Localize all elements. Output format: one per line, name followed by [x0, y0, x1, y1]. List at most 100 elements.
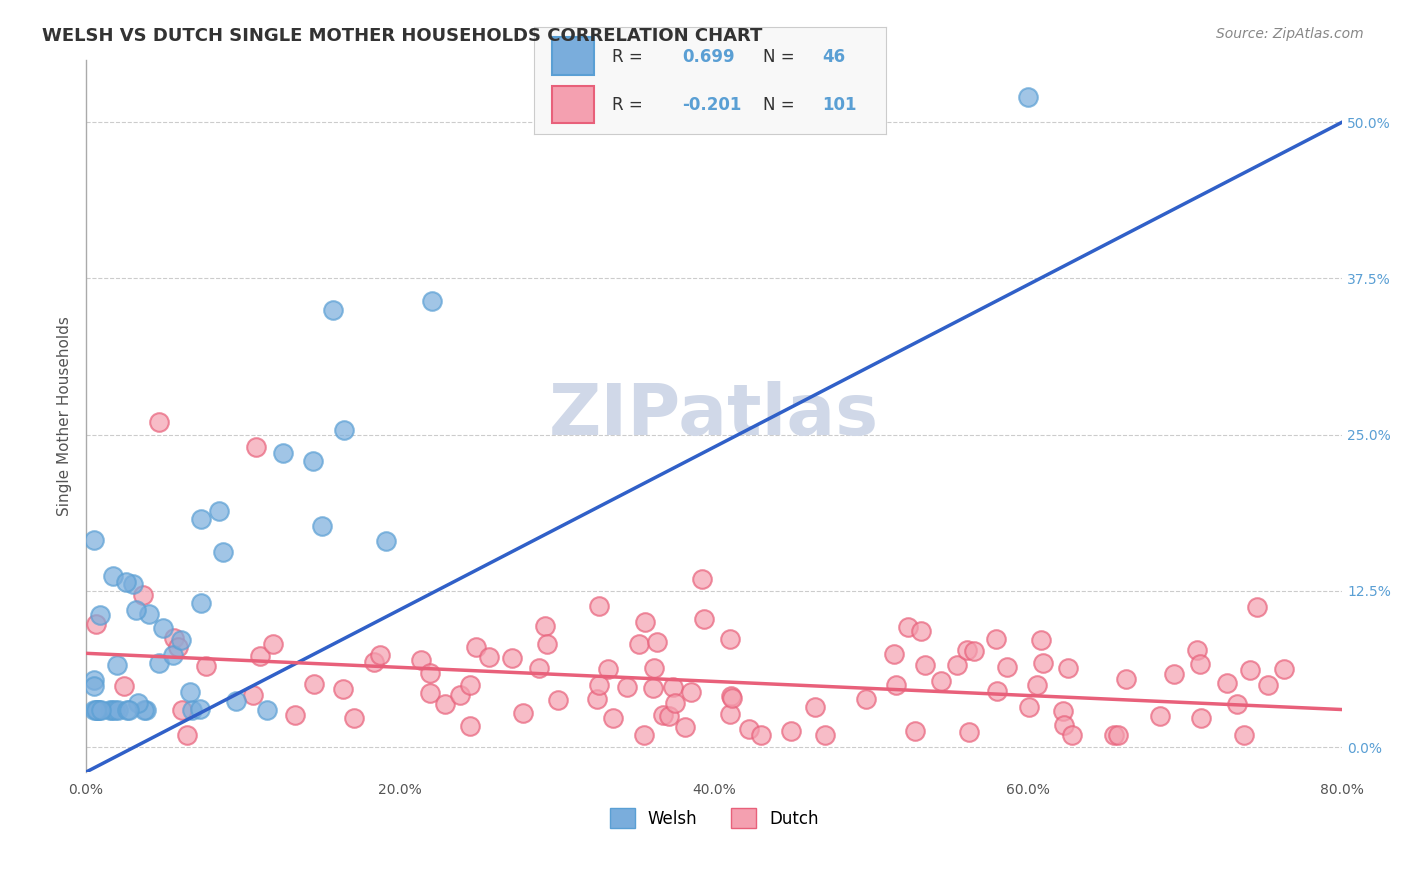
Welsh: [104, 702, 127, 716]
Dutch: [1149, 709, 1171, 723]
Dutch: [249, 648, 271, 663]
Dutch: [527, 661, 550, 675]
Dutch: [1246, 600, 1268, 615]
Text: Source: ZipAtlas.com: Source: ZipAtlas.com: [1216, 27, 1364, 41]
Dutch: [433, 697, 456, 711]
Welsh: [322, 302, 344, 317]
Welsh: [98, 702, 121, 716]
Dutch: [1233, 727, 1256, 741]
Welsh: [374, 533, 396, 548]
Dutch: [176, 727, 198, 741]
Dutch: [995, 660, 1018, 674]
Welsh: [101, 702, 124, 716]
Welsh: [180, 702, 202, 716]
Dutch: [1272, 662, 1295, 676]
Text: 46: 46: [823, 48, 845, 66]
Dutch: [245, 440, 267, 454]
Welsh: [83, 702, 105, 716]
Dutch: [664, 696, 686, 710]
Dutch: [363, 656, 385, 670]
Dutch: [1029, 633, 1052, 648]
Dutch: [195, 659, 218, 673]
Welsh: [162, 648, 184, 663]
Dutch: [602, 711, 624, 725]
Dutch: [163, 631, 186, 645]
Dutch: [641, 681, 664, 695]
Dutch: [533, 619, 555, 633]
Dutch: [652, 707, 675, 722]
Dutch: [409, 652, 432, 666]
Dutch: [1102, 727, 1125, 741]
Y-axis label: Single Mother Households: Single Mother Households: [58, 316, 72, 516]
Dutch: [84, 617, 107, 632]
Welsh: [152, 621, 174, 635]
Dutch: [946, 658, 969, 673]
Dutch: [720, 689, 742, 703]
Dutch: [585, 692, 607, 706]
Dutch: [984, 632, 1007, 647]
Dutch: [1189, 657, 1212, 671]
Dutch: [1216, 676, 1239, 690]
Dutch: [814, 727, 837, 741]
Dutch: [458, 719, 481, 733]
Dutch: [1052, 717, 1074, 731]
Dutch: [963, 644, 986, 658]
Dutch: [634, 615, 657, 629]
Welsh: [90, 702, 112, 716]
Dutch: [302, 677, 325, 691]
Welsh: [84, 702, 107, 716]
Dutch: [284, 708, 307, 723]
Dutch: [929, 674, 952, 689]
Text: ZIPatlas: ZIPatlas: [550, 381, 879, 450]
Welsh: [115, 702, 138, 716]
Dutch: [855, 691, 877, 706]
Welsh: [135, 702, 157, 716]
Welsh: [105, 658, 128, 673]
Welsh: [101, 569, 124, 583]
Dutch: [662, 680, 685, 694]
Dutch: [718, 706, 741, 721]
Dutch: [132, 588, 155, 602]
Text: N =: N =: [762, 96, 794, 114]
Dutch: [986, 684, 1008, 698]
Dutch: [588, 678, 610, 692]
Dutch: [458, 678, 481, 692]
Dutch: [738, 722, 761, 736]
Welsh: [170, 632, 193, 647]
Text: R =: R =: [612, 96, 643, 114]
Dutch: [673, 720, 696, 734]
Dutch: [904, 723, 927, 738]
Legend: Welsh, Dutch: Welsh, Dutch: [603, 801, 825, 835]
Dutch: [1052, 704, 1074, 718]
Dutch: [658, 708, 681, 723]
Dutch: [693, 612, 716, 626]
Dutch: [643, 661, 665, 675]
Dutch: [332, 682, 354, 697]
Welsh: [86, 702, 108, 716]
Dutch: [342, 711, 364, 725]
Welsh: [86, 702, 108, 716]
Bar: [551, 37, 593, 75]
Welsh: [127, 696, 149, 710]
Dutch: [914, 657, 936, 672]
Dutch: [170, 703, 193, 717]
Welsh: [188, 702, 211, 716]
Dutch: [449, 688, 471, 702]
Dutch: [957, 725, 980, 739]
Dutch: [596, 662, 619, 676]
Dutch: [465, 640, 488, 654]
Dutch: [779, 724, 801, 739]
Dutch: [884, 678, 907, 692]
Welsh: [190, 596, 212, 610]
Dutch: [512, 706, 534, 720]
Dutch: [1226, 697, 1249, 711]
Dutch: [588, 599, 610, 614]
Welsh: [89, 608, 111, 623]
Welsh: [107, 702, 129, 716]
Welsh: [301, 454, 323, 468]
Dutch: [1257, 678, 1279, 692]
Dutch: [616, 680, 638, 694]
Dutch: [1032, 657, 1054, 671]
Text: 0.699: 0.699: [682, 48, 734, 66]
Dutch: [1239, 663, 1261, 677]
